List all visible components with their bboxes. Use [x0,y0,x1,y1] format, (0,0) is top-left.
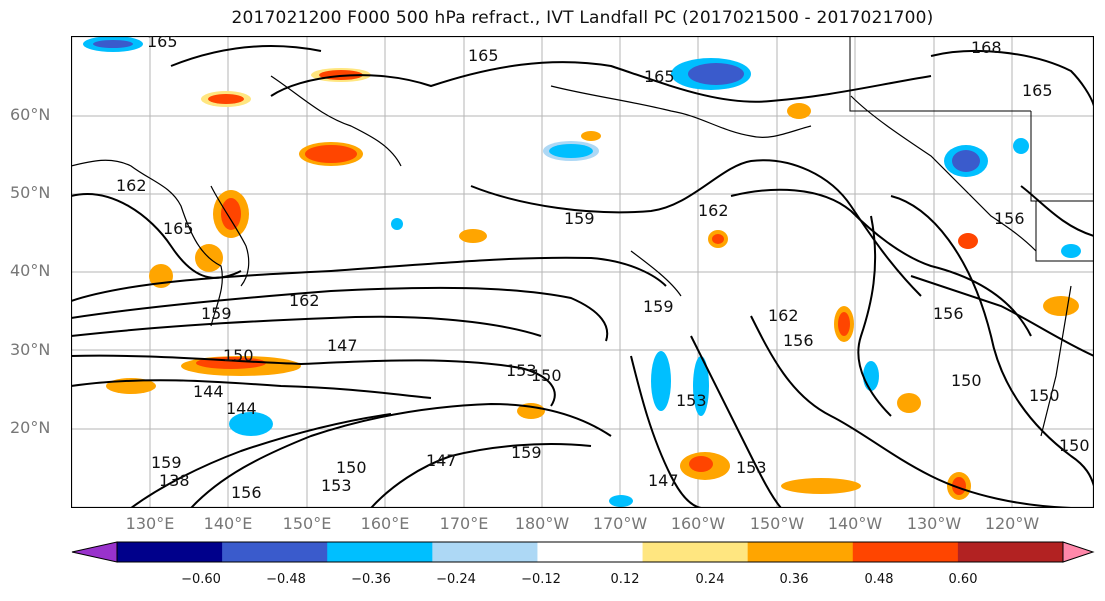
lon-label-180w: 180°W [514,514,570,533]
contour-label: 162 [698,201,729,220]
colorbar-frame [116,541,1064,563]
colorbar-extend-low [71,541,118,563]
colorbar-segment [852,542,959,562]
contour-label: 147 [648,471,679,490]
contour-label: 150 [951,371,982,390]
colorbar-tick-label: −0.24 [436,572,476,587]
lon-label-150w: 150°W [749,514,805,533]
contour-label: 159 [151,453,182,472]
colorbar-tick-label: 0.36 [779,572,809,587]
lat-label-60n: 60°N [10,105,51,124]
colorbar-segment [537,542,644,562]
contour-label: 144 [226,399,257,418]
height-contours [71,45,1094,508]
map-gridlines [71,36,1094,508]
contour-label: 150 [1059,436,1090,455]
colorbar-tick-label: 0.12 [610,572,640,587]
lon-label-140e: 140°E [203,514,253,533]
contour-label: 162 [116,176,147,195]
lat-label-50n: 50°N [10,183,51,202]
colorbar-segment [747,542,854,562]
colorbar-segment [957,542,1064,562]
lon-label-170w: 170°W [592,514,648,533]
colorbar-segment [432,542,538,562]
map-frame [71,36,1094,508]
lon-label-130w: 130°W [906,514,962,533]
political-boundaries [849,36,1094,262]
shading-negative [83,36,1081,507]
contour-label: 159 [564,209,595,228]
colorbar-tick-label: −0.48 [266,572,306,587]
colorbar-tick-label: −0.60 [181,572,221,587]
colorbar-tick-label: 0.24 [695,572,725,587]
contour-label: 156 [994,209,1025,228]
contour-label: 147 [426,451,457,470]
colorbar-segment [327,542,433,562]
lon-label-130e: 130°E [125,514,175,533]
contour-label: 165 [468,46,499,65]
colorbar-tick-label: 0.60 [948,572,978,587]
map-panel: 165 165 165 168 165 162 162 159 165 162 … [71,36,1094,508]
colorbar-segment [642,542,749,562]
contour-label: 165 [1022,81,1053,100]
colorbar-tick-label: −0.36 [351,572,391,587]
colorbar-extend-high [1062,541,1095,563]
lon-label-140w: 140°W [827,514,883,533]
contour-label: 153 [736,458,767,477]
lon-label-150e: 150°E [282,514,332,533]
contour-label: 168 [971,38,1002,57]
contour-label: 153 [321,476,352,495]
colorbar-tick-label: −0.12 [521,572,561,587]
lon-label-170e: 170°E [439,514,489,533]
contour-label: 156 [231,483,262,502]
contour-label: 162 [289,291,320,310]
lat-label-40n: 40°N [10,261,51,280]
lon-label-120w: 120°W [984,514,1040,533]
contour-label: 156 [783,331,814,350]
contour-label: 159 [643,297,674,316]
contour-label: 159 [511,443,542,462]
contour-label: 159 [201,304,232,323]
lon-label-160e: 160°E [360,514,410,533]
coastlines [71,75,1072,437]
contour-label: 153 [676,391,707,410]
contour-label: 165 [147,36,178,51]
contour-label: 147 [327,336,358,355]
lat-label-20n: 20°N [10,418,51,437]
contour-label: 150 [531,366,562,385]
contour-labels: 165 165 165 168 165 162 162 159 165 162 … [116,36,1090,502]
contour-label: 162 [768,306,799,325]
colorbar-tick-label: 0.48 [864,572,894,587]
contour-label: 165 [163,219,194,238]
contour-label: 153 [506,361,537,380]
contour-label: 150 [223,346,254,365]
contour-label: 165 [644,67,675,86]
lon-label-160w: 160°W [670,514,726,533]
map-title: 2017021200 F000 500 hPa refract., IVT La… [231,8,934,28]
lat-label-30n: 30°N [10,340,51,359]
contour-label: 156 [933,304,964,323]
colorbar-segment [222,542,328,562]
contour-label: 144 [193,382,224,401]
contour-label: 150 [1029,386,1060,405]
colorbar [71,541,1095,563]
contour-label: 150 [336,458,367,477]
colorbar-segment [117,542,223,562]
contour-label: 138 [159,471,190,490]
